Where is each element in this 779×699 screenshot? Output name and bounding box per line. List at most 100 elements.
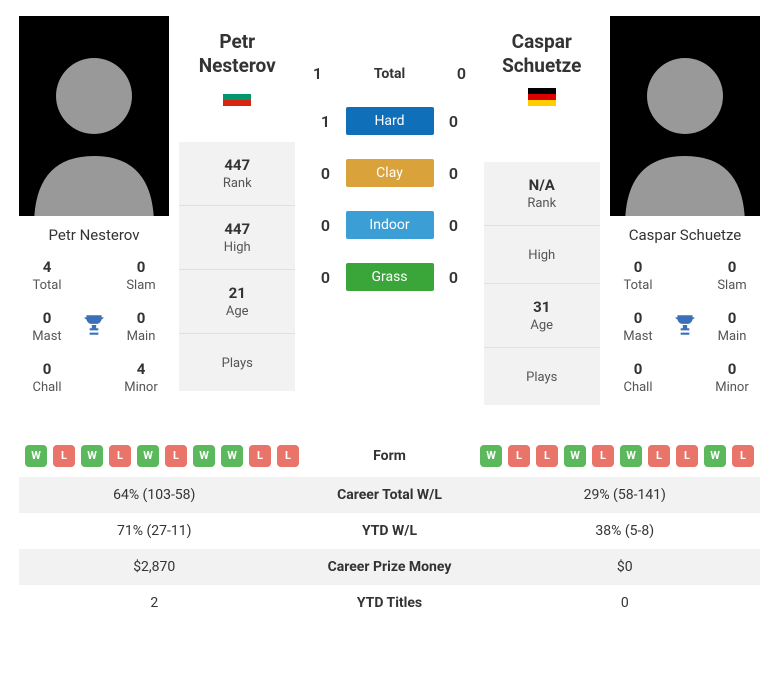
form-label: Form bbox=[299, 448, 480, 464]
stat-row: 2YTD Titles0 bbox=[19, 585, 760, 621]
form-loss-badge: L bbox=[648, 445, 670, 467]
silhouette-icon bbox=[19, 26, 169, 216]
p2-main-cell: 0Main bbox=[704, 309, 760, 344]
player2-heading: Caspar Schuetze bbox=[502, 30, 581, 106]
h2h-surface-rows: 1Hard00Clay00Indoor00Grass0 bbox=[314, 107, 466, 315]
form-loss-badge: L bbox=[508, 445, 530, 467]
form-loss-badge: L bbox=[536, 445, 558, 467]
stat-p2: 0 bbox=[490, 595, 761, 611]
silhouette-icon bbox=[610, 26, 760, 216]
stat-p1: $2,870 bbox=[19, 559, 290, 575]
form-loss-badge: L bbox=[109, 445, 131, 467]
p1-slam-cell: 0Slam bbox=[113, 258, 169, 293]
stat-p1: 71% (27-11) bbox=[19, 523, 290, 539]
trophy-icon bbox=[81, 312, 107, 342]
player1-heading: Petr Nesterov bbox=[199, 30, 276, 106]
h2h-surface-row: 0 Grass 0 bbox=[314, 263, 466, 291]
form-loss-badge: L bbox=[165, 445, 187, 467]
bulgaria-flag-icon bbox=[223, 88, 251, 106]
player1-titles-grid: 4Total 0Slam 0Mast 0Main 0Chall 4Minor bbox=[19, 258, 169, 395]
form-win-badge: W bbox=[137, 445, 159, 467]
h2h-surface-row: 0 Clay 0 bbox=[314, 159, 466, 187]
p1-mast-cell: 0Mast bbox=[19, 309, 75, 344]
form-win-badge: W bbox=[564, 445, 586, 467]
form-row: WLWLWLWWLL Form WLLWLWLLWL bbox=[19, 435, 760, 477]
h2h-p1-val: 0 bbox=[314, 268, 338, 287]
surface-pill: Indoor bbox=[346, 211, 434, 239]
player2-card: Caspar Schuetze 0Total 0Slam 0Mast 0Main… bbox=[610, 16, 760, 395]
p2-chall-cell: 0Chall bbox=[610, 360, 666, 395]
surface-pill: Clay bbox=[346, 159, 434, 187]
form-loss-badge: L bbox=[53, 445, 75, 467]
h2h-p2-val: 0 bbox=[442, 164, 466, 183]
comparison-table: WLWLWLWWLL Form WLLWLWLLWL 64% (103-58)C… bbox=[19, 435, 760, 621]
stat-label: YTD Titles bbox=[290, 595, 490, 611]
player1-stat-panel: 447Rank 447High 21Age Plays bbox=[179, 142, 295, 391]
p1-plays: Plays bbox=[179, 334, 295, 391]
player2-photo bbox=[610, 16, 760, 216]
player1-info-col: Petr Nesterov 447Rank 447High 21Age Play… bbox=[179, 30, 295, 391]
form-win-badge: W bbox=[193, 445, 215, 467]
stat-label: Career Total W/L bbox=[290, 487, 490, 503]
stat-p1: 64% (103-58) bbox=[19, 487, 290, 503]
p2-total-cell: 0Total bbox=[610, 258, 666, 293]
p1-high: 447High bbox=[179, 206, 295, 270]
stat-p2: 29% (58-141) bbox=[490, 487, 761, 503]
germany-flag-icon bbox=[528, 88, 556, 106]
form-loss-badge: L bbox=[592, 445, 614, 467]
surface-pill: Hard bbox=[346, 107, 434, 135]
h2h-surface-row: 0Indoor0 bbox=[314, 211, 466, 239]
comparison-header: Petr Nesterov 4Total 0Slam 0Mast 0Main 0… bbox=[19, 16, 760, 405]
h2h-p2-val: 0 bbox=[442, 112, 466, 131]
p2-age: 31Age bbox=[484, 284, 600, 348]
h2h-column: 1 Total 0 1Hard00Clay00Indoor00Grass0 bbox=[306, 64, 474, 315]
h2h-p1-val: 0 bbox=[314, 164, 338, 183]
p2-minor-cell: 0Minor bbox=[704, 360, 760, 395]
player2-titles-grid: 0Total 0Slam 0Mast 0Main 0Chall 0Minor bbox=[610, 258, 760, 395]
form-loss-badge: L bbox=[676, 445, 698, 467]
p2-plays: Plays bbox=[484, 348, 600, 405]
h2h-p1-val: 1 bbox=[314, 112, 338, 131]
form-loss-badge: L bbox=[249, 445, 271, 467]
p2-mast-cell: 0Mast bbox=[610, 309, 666, 344]
stat-p2: 38% (5-8) bbox=[490, 523, 761, 539]
p1-age: 21Age bbox=[179, 270, 295, 334]
p2-high: High bbox=[484, 226, 600, 284]
p1-main-cell: 0Main bbox=[113, 309, 169, 344]
h2h-p2-val: 0 bbox=[442, 216, 466, 235]
p1-chall-cell: 0Chall bbox=[19, 360, 75, 395]
h2h-surface-row: 1 Hard 0 bbox=[314, 107, 466, 135]
stat-label: Career Prize Money bbox=[290, 559, 490, 575]
form-win-badge: W bbox=[480, 445, 502, 467]
form-win-badge: W bbox=[704, 445, 726, 467]
p2-slam-cell: 0Slam bbox=[704, 258, 760, 293]
stat-p1: 2 bbox=[19, 595, 290, 611]
player1-card: Petr Nesterov 4Total 0Slam 0Mast 0Main 0… bbox=[19, 16, 169, 395]
form-win-badge: W bbox=[81, 445, 103, 467]
form-win-badge: W bbox=[620, 445, 642, 467]
h2h-total-row: 1 Total 0 bbox=[306, 64, 474, 83]
p1-total-cell: 4Total bbox=[19, 258, 75, 293]
form-loss-badge: L bbox=[277, 445, 299, 467]
p2-rank: N/ARank bbox=[484, 162, 600, 226]
player2-info-col: Caspar Schuetze N/ARank High 31Age Plays bbox=[484, 30, 600, 405]
form-win-badge: W bbox=[221, 445, 243, 467]
stat-row: $2,870Career Prize Money$0 bbox=[19, 549, 760, 585]
player2-name-label: Caspar Schuetze bbox=[629, 226, 741, 244]
stat-label: YTD W/L bbox=[290, 523, 490, 539]
form-loss-badge: L bbox=[732, 445, 754, 467]
player1-name-label: Petr Nesterov bbox=[49, 226, 140, 244]
form-p1-badges: WLWLWLWWLL bbox=[19, 445, 299, 467]
player2-stat-panel: N/ARank High 31Age Plays bbox=[484, 162, 600, 405]
trophy-icon bbox=[672, 312, 698, 342]
stat-row: 64% (103-58)Career Total W/L29% (58-141) bbox=[19, 477, 760, 513]
h2h-p2-val: 0 bbox=[442, 268, 466, 287]
form-win-badge: W bbox=[25, 445, 47, 467]
stat-p2: $0 bbox=[490, 559, 761, 575]
stat-row: 71% (27-11)YTD W/L38% (5-8) bbox=[19, 513, 760, 549]
form-p2-badges: WLLWLWLLWL bbox=[480, 445, 760, 467]
p1-minor-cell: 4Minor bbox=[113, 360, 169, 395]
surface-pill: Grass bbox=[346, 263, 434, 291]
player1-photo bbox=[19, 16, 169, 216]
p1-rank: 447Rank bbox=[179, 142, 295, 206]
